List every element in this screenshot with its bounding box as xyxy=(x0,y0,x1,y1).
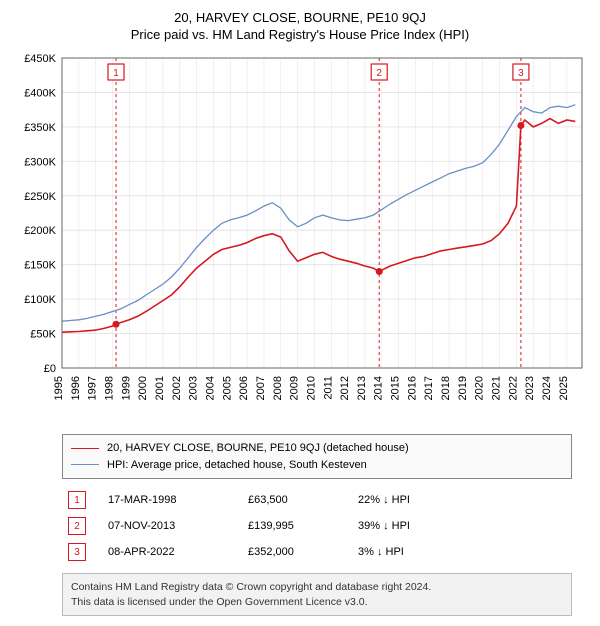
svg-text:£150K: £150K xyxy=(24,260,56,272)
chart-title-subtitle: Price paid vs. HM Land Registry's House … xyxy=(10,27,590,42)
svg-text:1996: 1996 xyxy=(70,376,82,400)
svg-text:2: 2 xyxy=(376,68,382,79)
legend-panel: 20, HARVEY CLOSE, BOURNE, PE10 9QJ (deta… xyxy=(62,434,572,479)
sale-marker: 1 xyxy=(68,491,86,509)
svg-text:2022: 2022 xyxy=(507,376,519,400)
table-row: 3 08-APR-2022£352,0003% ↓ HPI xyxy=(62,539,572,565)
svg-text:£250K: £250K xyxy=(24,191,56,203)
legend-item: HPI: Average price, detached house, Sout… xyxy=(71,457,563,474)
svg-text:2023: 2023 xyxy=(524,376,536,400)
svg-text:2017: 2017 xyxy=(423,376,435,400)
svg-text:2004: 2004 xyxy=(204,376,216,400)
svg-text:2016: 2016 xyxy=(406,376,418,400)
svg-text:£50K: £50K xyxy=(30,329,56,341)
table-row: 2 07-NOV-2013£139,99539% ↓ HPI xyxy=(62,513,572,539)
svg-text:1997: 1997 xyxy=(87,376,99,400)
sales-table: 1 17-MAR-1998£63,50022% ↓ HPI 2 07-NOV-2013… xyxy=(62,487,572,565)
sale-marker: 3 xyxy=(68,543,86,561)
sale-date: 08-APR-2022 xyxy=(108,546,248,558)
svg-text:2025: 2025 xyxy=(558,376,570,400)
sale-price: £139,995 xyxy=(248,520,358,532)
svg-text:2006: 2006 xyxy=(238,376,250,400)
svg-text:2020: 2020 xyxy=(474,376,486,400)
attribution-footer: Contains HM Land Registry data © Crown c… xyxy=(62,573,572,616)
svg-text:1999: 1999 xyxy=(120,376,132,400)
svg-text:3: 3 xyxy=(518,68,524,79)
svg-text:2005: 2005 xyxy=(221,376,233,400)
svg-text:£450K: £450K xyxy=(24,53,56,65)
svg-text:£300K: £300K xyxy=(24,156,56,168)
svg-text:1995: 1995 xyxy=(53,376,65,400)
svg-text:£100K: £100K xyxy=(24,294,56,306)
sale-date: 07-NOV-2013 xyxy=(108,520,248,532)
sale-hpi-diff: 3% ↓ HPI xyxy=(358,546,518,558)
chart-plot-area: £0 £50K £100K £150K £200K £250K £300K £350K £400… xyxy=(10,48,590,428)
svg-text:2000: 2000 xyxy=(137,376,149,400)
svg-text:2010: 2010 xyxy=(305,376,317,400)
svg-text:2024: 2024 xyxy=(541,376,553,400)
svg-text:1998: 1998 xyxy=(103,376,115,400)
svg-text:2009: 2009 xyxy=(289,376,301,400)
svg-text:2019: 2019 xyxy=(457,376,469,400)
legend-label: HPI: Average price, detached house, Sout… xyxy=(107,457,367,474)
svg-text:£200K: £200K xyxy=(24,225,56,237)
svg-text:2003: 2003 xyxy=(188,376,200,400)
footer-line2: This data is licensed under the Open Gov… xyxy=(71,595,563,610)
sale-price: £63,500 xyxy=(248,494,358,506)
svg-text:2012: 2012 xyxy=(339,376,351,400)
legend-item: 20, HARVEY CLOSE, BOURNE, PE10 9QJ (deta… xyxy=(71,440,563,457)
svg-text:2013: 2013 xyxy=(356,376,368,400)
sale-price: £352,000 xyxy=(248,546,358,558)
table-row: 1 17-MAR-1998£63,50022% ↓ HPI xyxy=(62,487,572,513)
footer-line1: Contains HM Land Registry data © Crown c… xyxy=(71,580,563,595)
svg-text:£350K: £350K xyxy=(24,122,56,134)
chart-svg: £0 £50K £100K £150K £200K £250K £300K £350K £400… xyxy=(10,48,590,428)
legend-label: 20, HARVEY CLOSE, BOURNE, PE10 9QJ (deta… xyxy=(107,440,409,457)
svg-text:2018: 2018 xyxy=(440,376,452,400)
svg-text:£400K: £400K xyxy=(24,87,56,99)
svg-text:2015: 2015 xyxy=(390,376,402,400)
chart-title-address: 20, HARVEY CLOSE, BOURNE, PE10 9QJ xyxy=(10,10,590,25)
sale-marker: 2 xyxy=(68,517,86,535)
sale-date: 17-MAR-1998 xyxy=(108,494,248,506)
svg-text:2007: 2007 xyxy=(255,376,267,400)
sale-hpi-diff: 22% ↓ HPI xyxy=(358,494,518,506)
svg-text:2011: 2011 xyxy=(322,376,334,400)
svg-text:1: 1 xyxy=(113,68,119,79)
legend-swatch xyxy=(71,448,99,449)
svg-text:2001: 2001 xyxy=(154,376,166,400)
svg-text:2014: 2014 xyxy=(373,376,385,400)
svg-text:£0: £0 xyxy=(44,363,56,375)
svg-text:2002: 2002 xyxy=(171,376,183,400)
legend-swatch xyxy=(71,464,99,465)
sale-hpi-diff: 39% ↓ HPI xyxy=(358,520,518,532)
svg-text:2021: 2021 xyxy=(491,376,503,400)
chart-container: 20, HARVEY CLOSE, BOURNE, PE10 9QJ Price… xyxy=(0,0,600,626)
svg-text:2008: 2008 xyxy=(272,376,284,400)
